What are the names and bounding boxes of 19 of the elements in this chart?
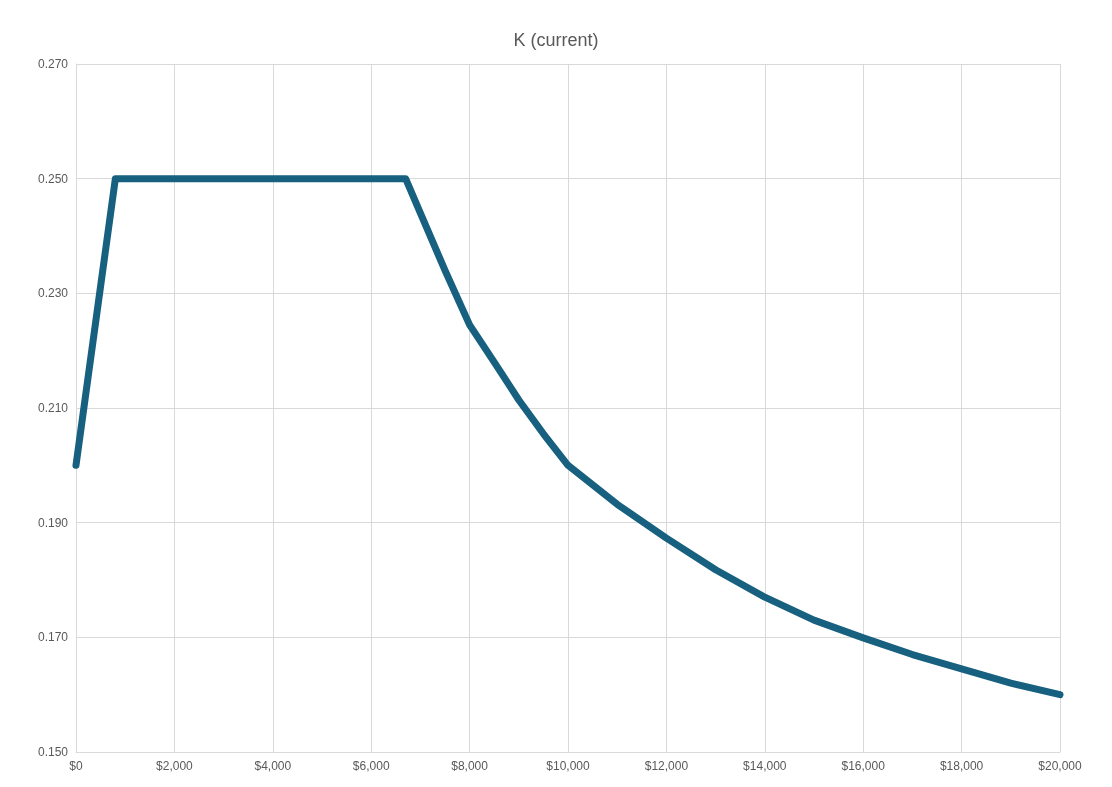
y-tick-label: 0.250 (37, 171, 69, 186)
chart-title: K (current) (513, 30, 599, 50)
y-tick-label: 0.150 (37, 745, 69, 759)
y-tick-label: 0.190 (37, 515, 69, 530)
x-tick-label: $20,000 (1038, 759, 1083, 773)
x-tick-label: $14,000 (743, 759, 787, 773)
x-tick-label: $2,000 (156, 759, 194, 773)
y-tick-label: 0.230 (37, 286, 69, 301)
x-tick-label: $8,000 (451, 759, 489, 773)
x-tick-label: $16,000 (841, 759, 886, 773)
x-tick-label: $18,000 (939, 759, 984, 773)
x-tick-label: $0 (69, 759, 83, 773)
x-tick-label: $4,000 (254, 759, 292, 773)
x-tick-label: $12,000 (644, 759, 689, 773)
y-tick-label: 0.270 (37, 57, 69, 71)
x-tick-label: $10,000 (546, 759, 591, 773)
y-tick-label: 0.170 (37, 630, 69, 645)
y-tick-label: 0.210 (37, 401, 69, 415)
x-tick-label: $6,000 (352, 759, 390, 773)
